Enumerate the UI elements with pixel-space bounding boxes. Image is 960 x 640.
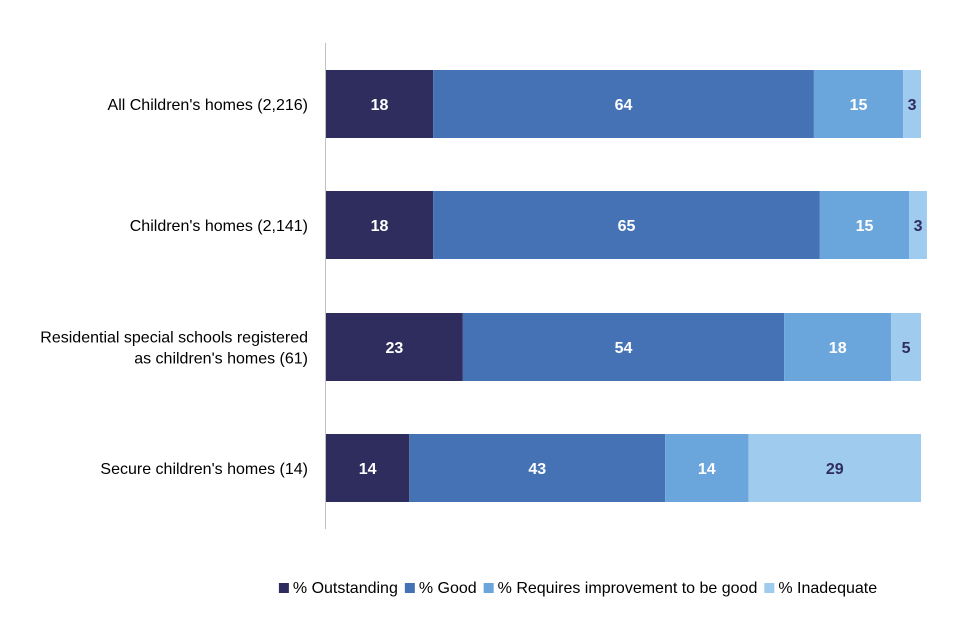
data-label: 14 — [698, 461, 716, 478]
bar-segment — [909, 191, 927, 259]
bar-segment — [462, 313, 785, 381]
data-label: 5 — [902, 340, 911, 357]
data-label: 64 — [615, 97, 633, 114]
bar-segment — [433, 70, 814, 138]
data-label: 18 — [371, 218, 389, 235]
data-label: 14 — [359, 461, 377, 478]
data-label: 18 — [371, 97, 389, 114]
category-label: Children's homes (2,141) — [130, 218, 308, 235]
data-label: 43 — [528, 461, 546, 478]
bar-segment — [903, 70, 921, 138]
data-label: 15 — [850, 97, 868, 114]
legend: % Outstanding % Good % Requires improvemen… — [278, 580, 877, 597]
legend-label: % Outstanding — [293, 580, 398, 597]
bar-segment — [819, 191, 910, 259]
legend-label: % Good — [419, 580, 477, 597]
category-labels: All Children's homes (2,216) Children's h… — [40, 97, 308, 478]
bar-segment — [409, 434, 666, 502]
data-label: 54 — [615, 340, 633, 357]
legend-swatch — [764, 583, 775, 593]
bar-segment — [665, 434, 749, 502]
bar-segment — [748, 434, 921, 502]
data-label: 65 — [618, 218, 636, 235]
bars-layer: 18 64 15 3 18 65 15 3 23 54 18 5 14 43 14 29 — [326, 70, 927, 502]
category-label: All Children's homes (2,216) — [108, 97, 308, 114]
legend-label: % Inadequate — [778, 580, 877, 597]
bar-segment — [326, 70, 434, 138]
bar-segment — [326, 191, 434, 259]
legend-swatch — [404, 583, 415, 593]
bar-segment — [891, 313, 921, 381]
data-label: 18 — [829, 340, 847, 357]
legend-label: % Requires improvement to be good — [498, 580, 758, 597]
data-label: 29 — [826, 461, 844, 478]
bar-segment — [813, 70, 904, 138]
bar-segment — [784, 313, 892, 381]
data-label: 3 — [914, 218, 923, 235]
bar-segment — [326, 434, 410, 502]
bar-segment — [433, 191, 820, 259]
category-label: Residential special schools registered as… — [40, 330, 308, 368]
bar-segment — [326, 313, 463, 381]
legend-swatch — [278, 583, 289, 593]
category-label: Secure children's homes (14) — [100, 461, 308, 478]
data-label: 23 — [386, 340, 404, 357]
data-label: 15 — [856, 218, 874, 235]
legend-swatch — [483, 583, 494, 593]
data-label: 3 — [908, 97, 917, 114]
